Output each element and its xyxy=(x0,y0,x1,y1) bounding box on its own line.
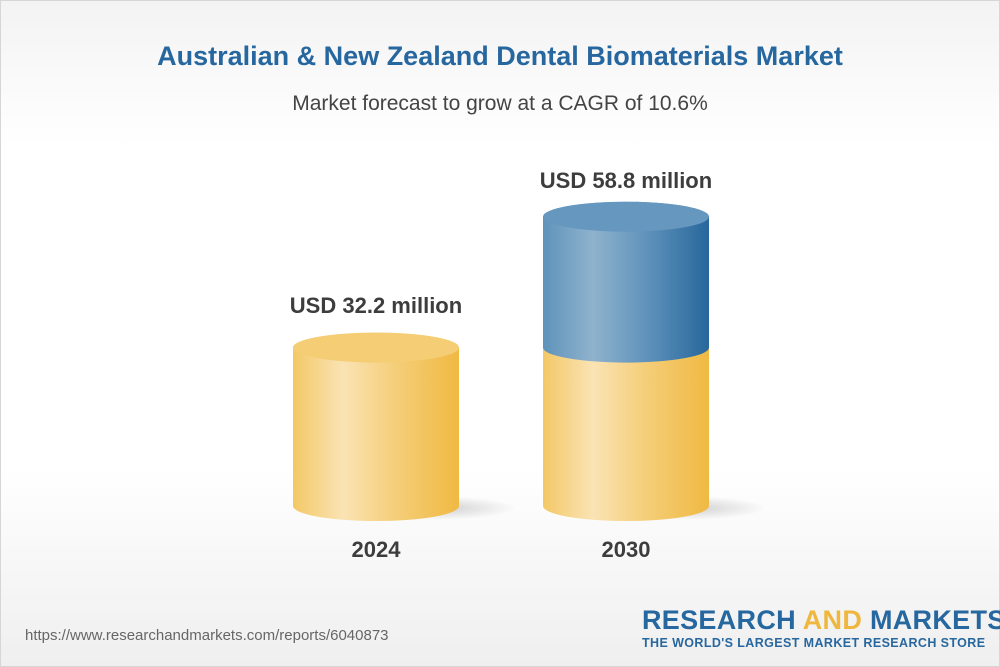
logo-word-markets: MARKETS xyxy=(869,605,1000,635)
category-label-2030: 2030 xyxy=(602,537,651,562)
research-and-markets-logo: RESEARCH AND MARKETS THE WORLD'S LARGEST… xyxy=(642,605,1000,650)
logo-tagline: THE WORLD'S LARGEST MARKET RESEARCH STOR… xyxy=(642,636,986,650)
cylinder-growth-2030 xyxy=(543,201,709,363)
value-label-2030: USD 58.8 million xyxy=(540,168,712,193)
chart-subtitle: Market forecast to grow at a CAGR of 10.… xyxy=(292,92,708,115)
cylinder-growth-2030-top xyxy=(543,201,709,232)
source-url[interactable]: https://www.researchandmarkets.com/repor… xyxy=(25,627,389,644)
category-label-2024: 2024 xyxy=(352,537,402,562)
cylinder-base-2030 xyxy=(543,332,709,521)
chart-title: Australian & New Zealand Dental Biomater… xyxy=(157,41,843,71)
cylinder-chart: USD 32.2 million USD 58.8 million 2024 2… xyxy=(290,168,766,562)
value-label-2024: USD 32.2 million xyxy=(290,293,462,318)
logo-word-and: AND xyxy=(802,605,863,635)
cylinder-2024-top xyxy=(293,332,459,363)
cylinder-2024 xyxy=(293,332,459,521)
logo-word-research: RESEARCH xyxy=(642,605,796,635)
